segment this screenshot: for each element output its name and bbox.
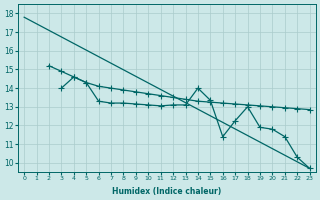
- X-axis label: Humidex (Indice chaleur): Humidex (Indice chaleur): [112, 187, 221, 196]
